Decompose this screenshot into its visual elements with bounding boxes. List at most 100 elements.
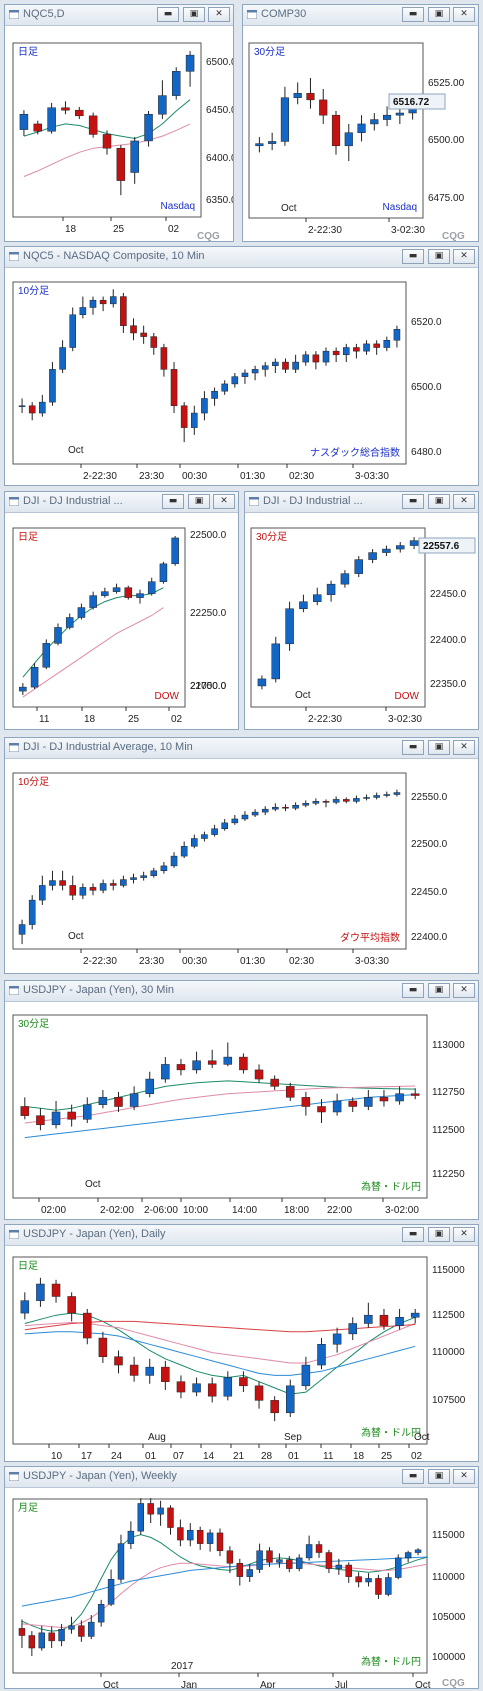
- instrument-label: DOW: [395, 691, 420, 702]
- candle-body: [266, 1550, 273, 1563]
- close-icon[interactable]: ✕: [453, 983, 475, 998]
- title-bar[interactable]: NQC5 - NASDAQ Composite, 10 Min ▬ ▣ ✕: [5, 247, 478, 268]
- x-tick-label: 02: [171, 714, 183, 725]
- restore-icon[interactable]: ▣: [428, 494, 450, 509]
- candle-body: [79, 307, 87, 316]
- candle-body: [280, 97, 290, 142]
- chart-window-8[interactable]: USDJPY - Japan (Yen), Daily ▬ ▣ ✕ 115000 1…: [4, 1224, 479, 1462]
- chart-window-5[interactable]: DJI - DJ Industrial ... ▬ ▣ ✕22500.02245…: [244, 491, 479, 730]
- title-bar[interactable]: COMP30 ▬ ▣ ✕: [243, 5, 478, 26]
- candle-body: [191, 838, 198, 847]
- candle-body: [305, 1544, 313, 1559]
- title-bar[interactable]: DJI - DJ Industrial ... ▬ ▣ ✕: [245, 492, 478, 513]
- close-icon[interactable]: ✕: [453, 494, 475, 509]
- candle-body: [97, 1604, 105, 1623]
- candle-body: [144, 113, 153, 142]
- instrument-label: ダウ平均指数: [340, 931, 400, 944]
- minimize-icon[interactable]: ▬: [402, 983, 424, 998]
- x-tick-label: 02:00: [41, 1205, 66, 1216]
- restore-icon[interactable]: ▣: [428, 249, 450, 264]
- candle-body: [89, 887, 97, 891]
- candle-body: [236, 1562, 244, 1577]
- candle-body: [160, 865, 168, 872]
- restore-icon[interactable]: ▣: [428, 1227, 450, 1242]
- plot-area: [12, 281, 407, 465]
- brand-logo: CQG: [197, 231, 220, 242]
- year-label: 2017: [171, 1661, 194, 1672]
- chart-window-4[interactable]: DJI - DJ Industrial ... ▬ ▣ ✕ 22500.0 2225…: [4, 491, 239, 730]
- close-icon[interactable]: ✕: [453, 249, 475, 264]
- candle-body: [301, 1364, 311, 1387]
- chart-svg: 115000 110000 105000 100000 Oct Jan Apr Jul Oct 月…: [12, 1498, 466, 1689]
- chart-window-7[interactable]: USDJPY - Japan (Yen), 30 Min ▬ ▣ ✕ 113000…: [4, 980, 479, 1220]
- close-icon[interactable]: ✕: [453, 1227, 475, 1242]
- x-tick-label: 11: [323, 1451, 334, 1462]
- candle-body: [363, 343, 370, 352]
- window-title: DJI - DJ Industrial Average, 10 Min: [23, 741, 193, 753]
- title-bar[interactable]: DJI - DJ Industrial ... ▬ ▣ ✕: [5, 492, 238, 513]
- title-bar[interactable]: USDJPY - Japan (Yen), Weekly ▬ ▣ ✕: [5, 1467, 478, 1488]
- close-icon[interactable]: ✕: [453, 7, 475, 22]
- close-icon[interactable]: ✕: [213, 494, 235, 509]
- restore-icon[interactable]: ▣: [428, 7, 450, 22]
- x-tick-label: 23:30: [139, 471, 164, 482]
- window-title: NQC5 - NASDAQ Composite, 10 Min: [23, 250, 205, 262]
- candle-body: [375, 1578, 382, 1595]
- candle-body: [69, 314, 77, 348]
- title-bar[interactable]: USDJPY - Japan (Yen), 30 Min ▬ ▣ ✕: [5, 981, 478, 1002]
- candle-body: [312, 801, 320, 804]
- timeframe-label: 日足: [18, 46, 38, 58]
- minimize-icon[interactable]: ▬: [402, 7, 424, 22]
- moving-average-line: [24, 1094, 416, 1139]
- x-tick-label: Apr: [260, 1680, 276, 1689]
- candle-body: [261, 808, 269, 813]
- minimize-icon[interactable]: ▬: [402, 1227, 424, 1242]
- restore-icon[interactable]: ▣: [428, 983, 450, 998]
- title-bar[interactable]: NQC5,D ▬ ▣ ✕: [5, 5, 233, 26]
- chart-window-3[interactable]: NQC5 - NASDAQ Composite, 10 Min ▬ ▣ ✕ 652…: [4, 246, 479, 486]
- x-tick-label: 01:30: [240, 471, 265, 482]
- chart-window-9[interactable]: USDJPY - Japan (Yen), Weekly ▬ ▣ ✕ 115000…: [4, 1466, 479, 1689]
- minimize-icon[interactable]: ▬: [402, 494, 424, 509]
- candle-body: [317, 1106, 326, 1113]
- candle-body: [28, 899, 36, 925]
- plot-area: [12, 1256, 428, 1445]
- chart-window-2[interactable]: COMP30 ▬ ▣ ✕ 6525.00 6500.00 6475.00 2-22:30…: [242, 4, 479, 242]
- x-tick-label: 2-06:00: [144, 1205, 178, 1216]
- title-bar[interactable]: USDJPY - Japan (Yen), Daily ▬ ▣ ✕: [5, 1225, 478, 1246]
- title-bar[interactable]: DJI - DJ Industrial Average, 10 Min ▬ ▣ …: [5, 738, 478, 759]
- x-tick-label: 01: [288, 1451, 300, 1462]
- minimize-icon[interactable]: ▬: [402, 1469, 424, 1484]
- candle-body: [299, 601, 308, 609]
- close-icon[interactable]: ✕: [208, 7, 230, 22]
- candle-body: [65, 617, 74, 628]
- restore-icon[interactable]: ▣: [428, 740, 450, 755]
- candle-body: [223, 1377, 233, 1397]
- candle-body: [286, 1385, 295, 1414]
- chart-window-6[interactable]: DJI - DJ Industrial Average, 10 Min ▬ ▣ …: [4, 737, 479, 974]
- y-tick-label: 6500.0: [206, 57, 234, 68]
- x-tick-label: 2-22:30: [308, 225, 342, 236]
- candle-body: [206, 1532, 214, 1544]
- minimize-icon[interactable]: ▬: [157, 7, 179, 22]
- plot-area: [12, 527, 186, 708]
- candle-body: [137, 1503, 145, 1532]
- candle-body: [379, 1314, 389, 1326]
- candle-body: [292, 361, 299, 370]
- restore-icon[interactable]: ▣: [188, 494, 210, 509]
- minimize-icon[interactable]: ▬: [162, 494, 184, 509]
- x-tick-label: 2-22:30: [83, 956, 117, 967]
- restore-icon[interactable]: ▣: [183, 7, 205, 22]
- x-tick-label: 25: [113, 224, 125, 235]
- chart-svg: 6520.0 6500.0 6480.0 2-22:30 23:30 00:30 01:30…: [12, 281, 442, 482]
- candle-body: [145, 1078, 154, 1094]
- candle-body: [246, 1569, 253, 1577]
- chart-window-1[interactable]: NQC5,D ▬ ▣ ✕ 6500.0 6450.0 6400.0 6350.0 18 25…: [4, 4, 234, 242]
- close-icon[interactable]: ✕: [453, 1469, 475, 1484]
- minimize-icon[interactable]: ▬: [402, 740, 424, 755]
- x-tick-label: Jan: [181, 1680, 197, 1689]
- candle-body: [19, 113, 29, 130]
- minimize-icon[interactable]: ▬: [402, 249, 424, 264]
- restore-icon[interactable]: ▣: [428, 1469, 450, 1484]
- close-icon[interactable]: ✕: [453, 740, 475, 755]
